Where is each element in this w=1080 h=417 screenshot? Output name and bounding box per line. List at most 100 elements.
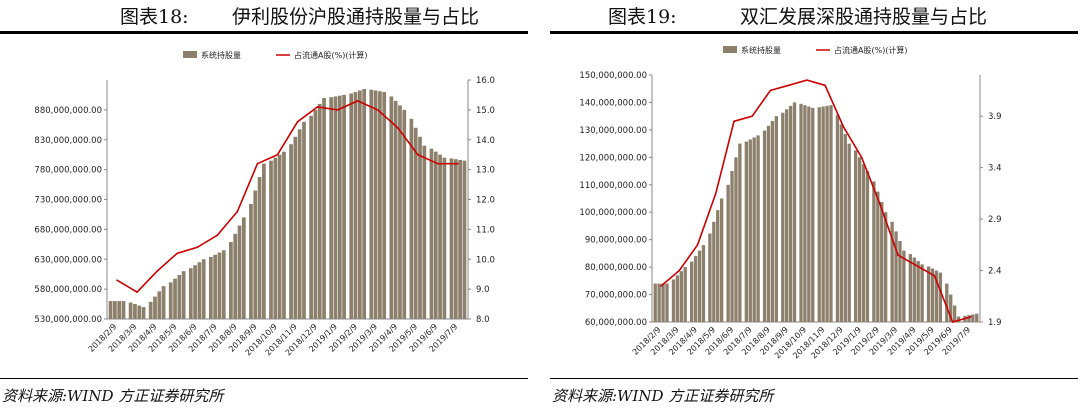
ratio-point bbox=[417, 153, 419, 156]
bar bbox=[353, 91, 358, 319]
y-right-tick-label: 11.0 bbox=[476, 225, 495, 235]
bar bbox=[726, 184, 730, 322]
bar bbox=[762, 130, 767, 322]
y-left-tick-label: 630,000,000.00 bbox=[34, 255, 102, 265]
figure-title: 图表19: 双汇发展深股通持股量与占比 bbox=[550, 0, 1080, 30]
bar bbox=[293, 136, 298, 319]
y-right-tick-label: 12.0 bbox=[476, 196, 495, 206]
bar bbox=[382, 91, 387, 319]
y-left-tick-label: 110,000,000.00 bbox=[579, 181, 647, 191]
title-rule bbox=[550, 31, 1078, 34]
figure-number: 图表18: bbox=[120, 6, 189, 28]
bar bbox=[675, 275, 680, 322]
ratio-point bbox=[457, 162, 459, 165]
bar bbox=[369, 89, 374, 319]
bar bbox=[221, 250, 226, 319]
bar bbox=[665, 283, 669, 322]
bar bbox=[967, 315, 971, 322]
bar bbox=[201, 259, 206, 319]
bar bbox=[173, 278, 177, 319]
bar bbox=[409, 118, 414, 320]
bar bbox=[233, 233, 238, 319]
bar bbox=[429, 148, 434, 319]
holdings-chart-yili: 系统持股量 占流通A股(%)(计算) 530,000,000.00 580,000,0… bbox=[34, 50, 495, 357]
ratio-point bbox=[376, 109, 379, 111]
bar bbox=[930, 268, 935, 322]
bar bbox=[890, 221, 894, 322]
bar bbox=[934, 270, 939, 322]
bar bbox=[241, 217, 246, 319]
bar bbox=[148, 301, 153, 319]
bar bbox=[971, 314, 975, 322]
bar bbox=[952, 305, 957, 322]
y-left-tick-label: 880,000,000.00 bbox=[34, 106, 102, 116]
bar bbox=[847, 143, 851, 322]
holdings-chart-shuanghui: 系统持股量 占流通A股(%)(计算) 60,000,000.00 70,000,000… bbox=[579, 45, 1002, 360]
y-left-tick-label: 90,000,000.00 bbox=[585, 236, 647, 246]
bar bbox=[137, 305, 142, 319]
bar bbox=[781, 112, 785, 322]
ratio-point bbox=[696, 244, 699, 246]
bar bbox=[449, 158, 454, 319]
bar bbox=[653, 283, 657, 322]
bar bbox=[133, 304, 137, 319]
bar bbox=[774, 116, 778, 323]
y-left-tick-label: 530,000,000.00 bbox=[34, 315, 102, 325]
ratio-point bbox=[769, 89, 772, 92]
bar bbox=[719, 198, 724, 322]
ratio-point bbox=[176, 252, 178, 255]
ratio-point bbox=[714, 192, 717, 195]
ratio-line bbox=[660, 79, 972, 323]
bar bbox=[857, 157, 862, 322]
y-left-tick-label: 150,000,000.00 bbox=[579, 71, 647, 81]
bar bbox=[748, 139, 752, 322]
bar bbox=[683, 267, 687, 322]
ratio-point bbox=[216, 234, 219, 237]
bar bbox=[389, 96, 394, 320]
bar bbox=[153, 296, 157, 319]
bar bbox=[188, 268, 193, 319]
ratio-point bbox=[787, 84, 790, 87]
y-left-tick-label: 130,000,000.00 bbox=[579, 126, 647, 136]
bar bbox=[679, 271, 683, 322]
legend-label-holdings: 系统持股量 bbox=[741, 45, 781, 55]
bar bbox=[701, 245, 706, 322]
bar bbox=[117, 301, 122, 319]
bar bbox=[770, 120, 775, 322]
bar bbox=[393, 100, 398, 319]
bar bbox=[322, 97, 326, 319]
y-left-tick-label: 100,000,000.00 bbox=[579, 208, 647, 218]
bar bbox=[181, 271, 186, 319]
ratio-point bbox=[824, 84, 826, 87]
ratio-point bbox=[316, 106, 319, 108]
y-left-tick-label: 80,000,000.00 bbox=[585, 263, 647, 273]
bar bbox=[453, 159, 458, 319]
bar bbox=[398, 105, 402, 319]
bar bbox=[378, 91, 382, 319]
figure-name: 伊利股份沪股通持股量与占比 bbox=[232, 6, 480, 28]
bar bbox=[861, 164, 866, 322]
bar bbox=[418, 136, 422, 319]
ratio-point bbox=[296, 121, 299, 123]
bar bbox=[402, 109, 407, 319]
ratio-point bbox=[860, 156, 863, 159]
legend-bar-swatch bbox=[183, 51, 197, 58]
figure-18: 图表18: 伊利股份沪股通持股量与占比 系统持股量 占流通A股(%)(计算) 530… bbox=[0, 0, 530, 417]
ratio-point bbox=[356, 100, 359, 102]
ratio-point bbox=[196, 246, 199, 249]
y-right-tick-label: 2.4 bbox=[988, 267, 1002, 277]
bar bbox=[208, 257, 213, 319]
ratio-point bbox=[806, 79, 808, 81]
bar bbox=[744, 141, 749, 322]
bar bbox=[908, 254, 913, 322]
y-right-tick-label: 13.0 bbox=[476, 166, 495, 176]
bar bbox=[697, 250, 702, 322]
bar bbox=[329, 97, 334, 319]
bar bbox=[217, 252, 222, 319]
bar bbox=[671, 279, 676, 322]
legend-label-ratio: 占流通A股(%)(计算) bbox=[294, 50, 368, 60]
ratio-point bbox=[437, 162, 439, 165]
figure-19: 图表19: 双汇发展深股通持股量与占比 系统持股量 占流通A股(%)(计算) 60,… bbox=[550, 0, 1080, 417]
ratio-point bbox=[751, 115, 754, 117]
bar bbox=[121, 301, 126, 319]
